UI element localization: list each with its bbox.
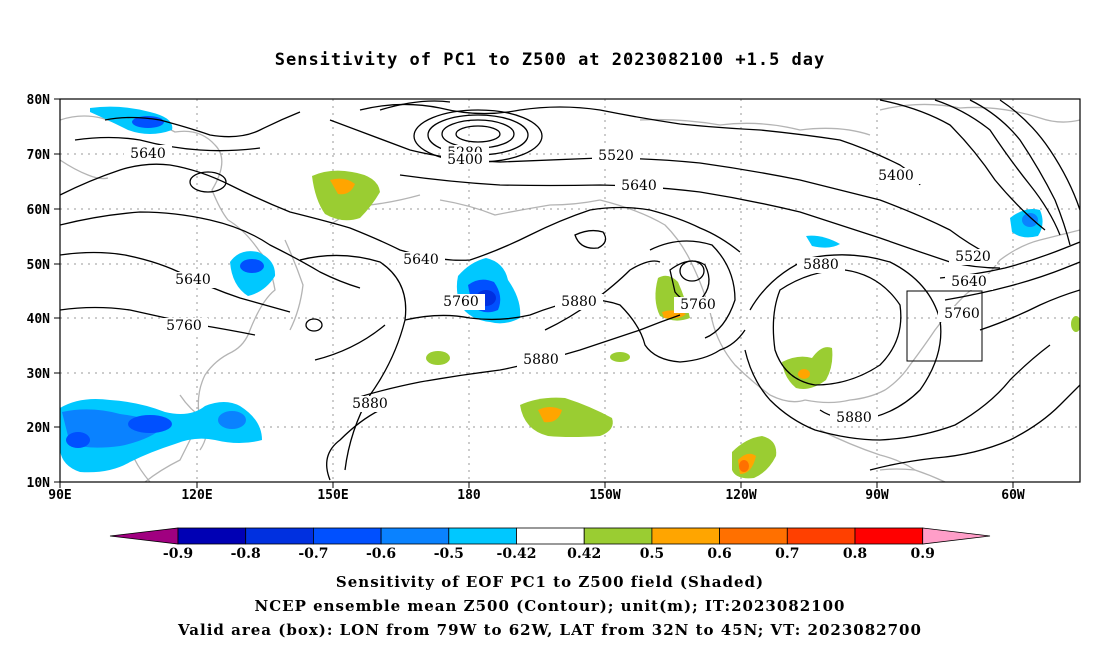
colorbar-segment — [245, 527, 314, 545]
contour-label-5520: 5520 — [955, 249, 991, 265]
colorbar-label: 0.6 — [707, 546, 731, 562]
contour-label-5640: 5640 — [951, 274, 987, 290]
lon-tick-label: 90E — [48, 488, 71, 503]
longitude-axis: 90E 120E 150E 180 150W 120W 90W 60W — [48, 488, 1025, 503]
contour-label-5880: 5880 — [836, 410, 872, 426]
lat-tick-label: 60N — [27, 203, 51, 218]
contour-label-5760: 5760 — [443, 294, 479, 310]
colorbar-segment — [380, 527, 450, 545]
shade-negative — [230, 251, 276, 296]
contour-label-5640: 5640 — [621, 178, 657, 194]
colorbar-label: 0.9 — [911, 546, 935, 562]
shade-positive — [330, 178, 355, 195]
lon-tick-label: 120W — [725, 488, 756, 503]
colorbar-label: -0.8 — [231, 546, 261, 562]
map-title: Sensitivity of PC1 to Z500 at 2023082100… — [274, 50, 826, 70]
shade-positive — [782, 347, 833, 389]
contour-label-5760: 5760 — [166, 318, 202, 334]
contour-label-5880: 5880 — [352, 396, 388, 412]
contour-label-5760: 5760 — [680, 297, 716, 313]
contour-label-5520: 5520 — [598, 148, 634, 164]
colorbar-label: 0.42 — [567, 546, 601, 562]
contour-label-group: 5640 5280 5400 5520 5640 5400 5640 5640 … — [124, 145, 997, 426]
valid-area-box — [906, 290, 983, 362]
contour-label-5880: 5880 — [561, 294, 597, 310]
colorbar-segment — [583, 527, 653, 545]
colorbar-segment — [786, 527, 856, 545]
colorbar-segment — [651, 527, 721, 545]
colorbar-segment — [177, 527, 247, 545]
lat-tick-label: 40N — [27, 312, 51, 327]
colorbar-label: -0.9 — [163, 546, 193, 562]
colorbar: -0.9 -0.8 -0.7 -0.6 -0.5 -0.42 0.42 0.5 … — [109, 527, 991, 562]
lat-tick-label: 30N — [27, 367, 51, 382]
contour-label-5400: 5400 — [878, 168, 914, 184]
shade-negative — [218, 411, 246, 429]
colorbar-label: 0.8 — [843, 546, 867, 562]
plot-frame — [59, 98, 1081, 483]
colorbar-label: -0.6 — [366, 546, 396, 562]
shade-negative — [806, 235, 840, 248]
caption-line-3: Valid area (box): LON from 79W to 62W, L… — [178, 621, 922, 639]
lon-tick-label: 150W — [589, 488, 620, 503]
contour-label-5640: 5640 — [130, 146, 166, 162]
shade-positive — [739, 460, 749, 472]
colorbar-segment — [516, 527, 585, 545]
colorbar-segment — [312, 527, 382, 545]
colorbar-arrow-right — [922, 527, 991, 545]
shade-positive — [426, 351, 450, 365]
lon-tick-label: 120E — [181, 488, 212, 503]
shade-positive — [520, 397, 613, 437]
colorbar-label: 0.5 — [640, 546, 664, 562]
contour-label-5640: 5640 — [175, 272, 211, 288]
shade-positive — [798, 369, 810, 379]
shade-negative — [66, 432, 90, 448]
shade-positive — [610, 352, 630, 362]
colorbar-label: -0.42 — [497, 546, 537, 562]
colorbar-label: -0.7 — [298, 546, 328, 562]
shade-positive — [312, 170, 380, 221]
lon-tick-label: 180 — [457, 488, 481, 503]
caption-line-1: Sensitivity of EOF PC1 to Z500 field (Sh… — [335, 573, 765, 591]
contour-5280 — [455, 125, 501, 143]
shade-positive — [1071, 316, 1080, 332]
lat-tick-label: 20N — [27, 421, 51, 436]
latitude-axis: 80N 70N 60N 50N 40N 30N 20N 10N — [27, 93, 51, 491]
axis-ticks — [54, 98, 1014, 488]
contour-label-5400: 5400 — [447, 152, 483, 168]
shade-negative — [240, 259, 264, 273]
shade-negative — [1022, 213, 1038, 227]
colorbar-label: -0.5 — [434, 546, 464, 562]
lat-tick-label: 70N — [27, 148, 51, 163]
shade-positive — [538, 407, 562, 423]
colorbar-segment — [854, 527, 924, 545]
colorbar-label: 0.7 — [775, 546, 799, 562]
colorbar-arrow-left — [109, 527, 179, 545]
contour-label-5760: 5760 — [944, 306, 980, 322]
colorbar-segment — [448, 527, 517, 545]
lon-tick-label: 60W — [1001, 488, 1025, 503]
contour-label-5640: 5640 — [403, 252, 439, 268]
lat-tick-label: 10N — [27, 476, 51, 491]
colorbar-segment — [719, 527, 788, 545]
caption-line-2: NCEP ensemble mean Z500 (Contour); unit(… — [254, 597, 846, 615]
contour-label-5880: 5880 — [803, 257, 839, 273]
contour-label-5880: 5880 — [523, 352, 559, 368]
lon-tick-label: 90W — [865, 488, 889, 503]
lat-tick-label: 80N — [27, 93, 51, 108]
shade-negative — [128, 415, 172, 433]
lat-tick-label: 50N — [27, 258, 51, 273]
lon-tick-label: 150E — [317, 488, 348, 503]
